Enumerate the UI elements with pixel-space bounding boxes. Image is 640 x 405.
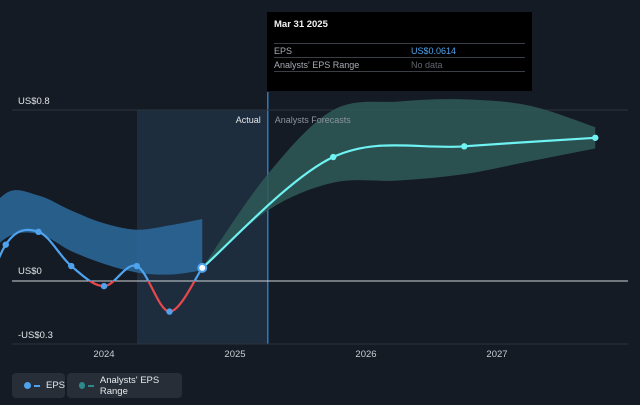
eps-point-actual — [133, 262, 140, 270]
eps-range-band-actual — [0, 190, 203, 275]
eps-line-forecast — [201, 136, 596, 269]
tooltip-bottom-rule — [274, 71, 525, 72]
x-axis-tick-label: 2026 — [355, 349, 376, 360]
x-axis-tick-label: 2027 — [486, 349, 507, 360]
tooltip-cursor-line — [267, 92, 269, 344]
legend-range-label: Analysts' EPS Range — [99, 374, 160, 397]
tooltip-date: Mar 31 2025 — [274, 19, 328, 30]
eps-range-band-forecast — [202, 99, 596, 268]
tooltip-row-label: Analysts' EPS Range — [274, 60, 360, 70]
eps-point-actual — [197, 262, 208, 273]
eps-point-actual — [166, 308, 173, 315]
legend-range-line — [88, 384, 94, 387]
eps-point-actual — [100, 282, 108, 290]
tooltip-row-value: US$0.0614 — [411, 46, 457, 56]
eps-point-forecast — [592, 134, 599, 141]
tooltip: Mar 31 2025 EPS US$0.0614 Analysts' EPS … — [267, 12, 532, 91]
eps-point-actual — [35, 228, 42, 236]
eps-line-actual-negative — [87, 281, 196, 313]
y-axis-tick-label: US$0.8 — [18, 96, 50, 107]
tooltip-row-label: EPS — [274, 46, 293, 56]
eps-point-forecast — [461, 143, 468, 150]
legend-range[interactable]: Analysts' EPS Range — [67, 373, 182, 398]
legend-eps[interactable]: EPS — [12, 373, 65, 398]
eps-point-actual — [68, 262, 75, 270]
legend-eps-marker — [24, 382, 31, 389]
y-axis-tick-label: US$0 — [18, 266, 42, 277]
tooltip-row-value: No data — [411, 60, 443, 70]
legend-eps-line — [33, 384, 40, 387]
section-label-actual: Actual — [236, 115, 261, 125]
tooltip-row-range: Analysts' EPS Range No data — [274, 57, 525, 72]
tooltip-row-eps: EPS US$0.0614 — [274, 43, 525, 58]
legend-eps-label: EPS — [45, 380, 65, 391]
y-axis-tick-label: -US$0.3 — [18, 330, 53, 341]
x-axis-tick-label: 2025 — [224, 349, 245, 360]
x-axis-tick-label: 2024 — [93, 349, 114, 360]
legend-range-marker — [79, 382, 86, 389]
eps-point-forecast — [330, 153, 337, 161]
section-label-forecast: Analysts Forecasts — [275, 115, 352, 125]
eps-point-actual — [2, 241, 9, 248]
